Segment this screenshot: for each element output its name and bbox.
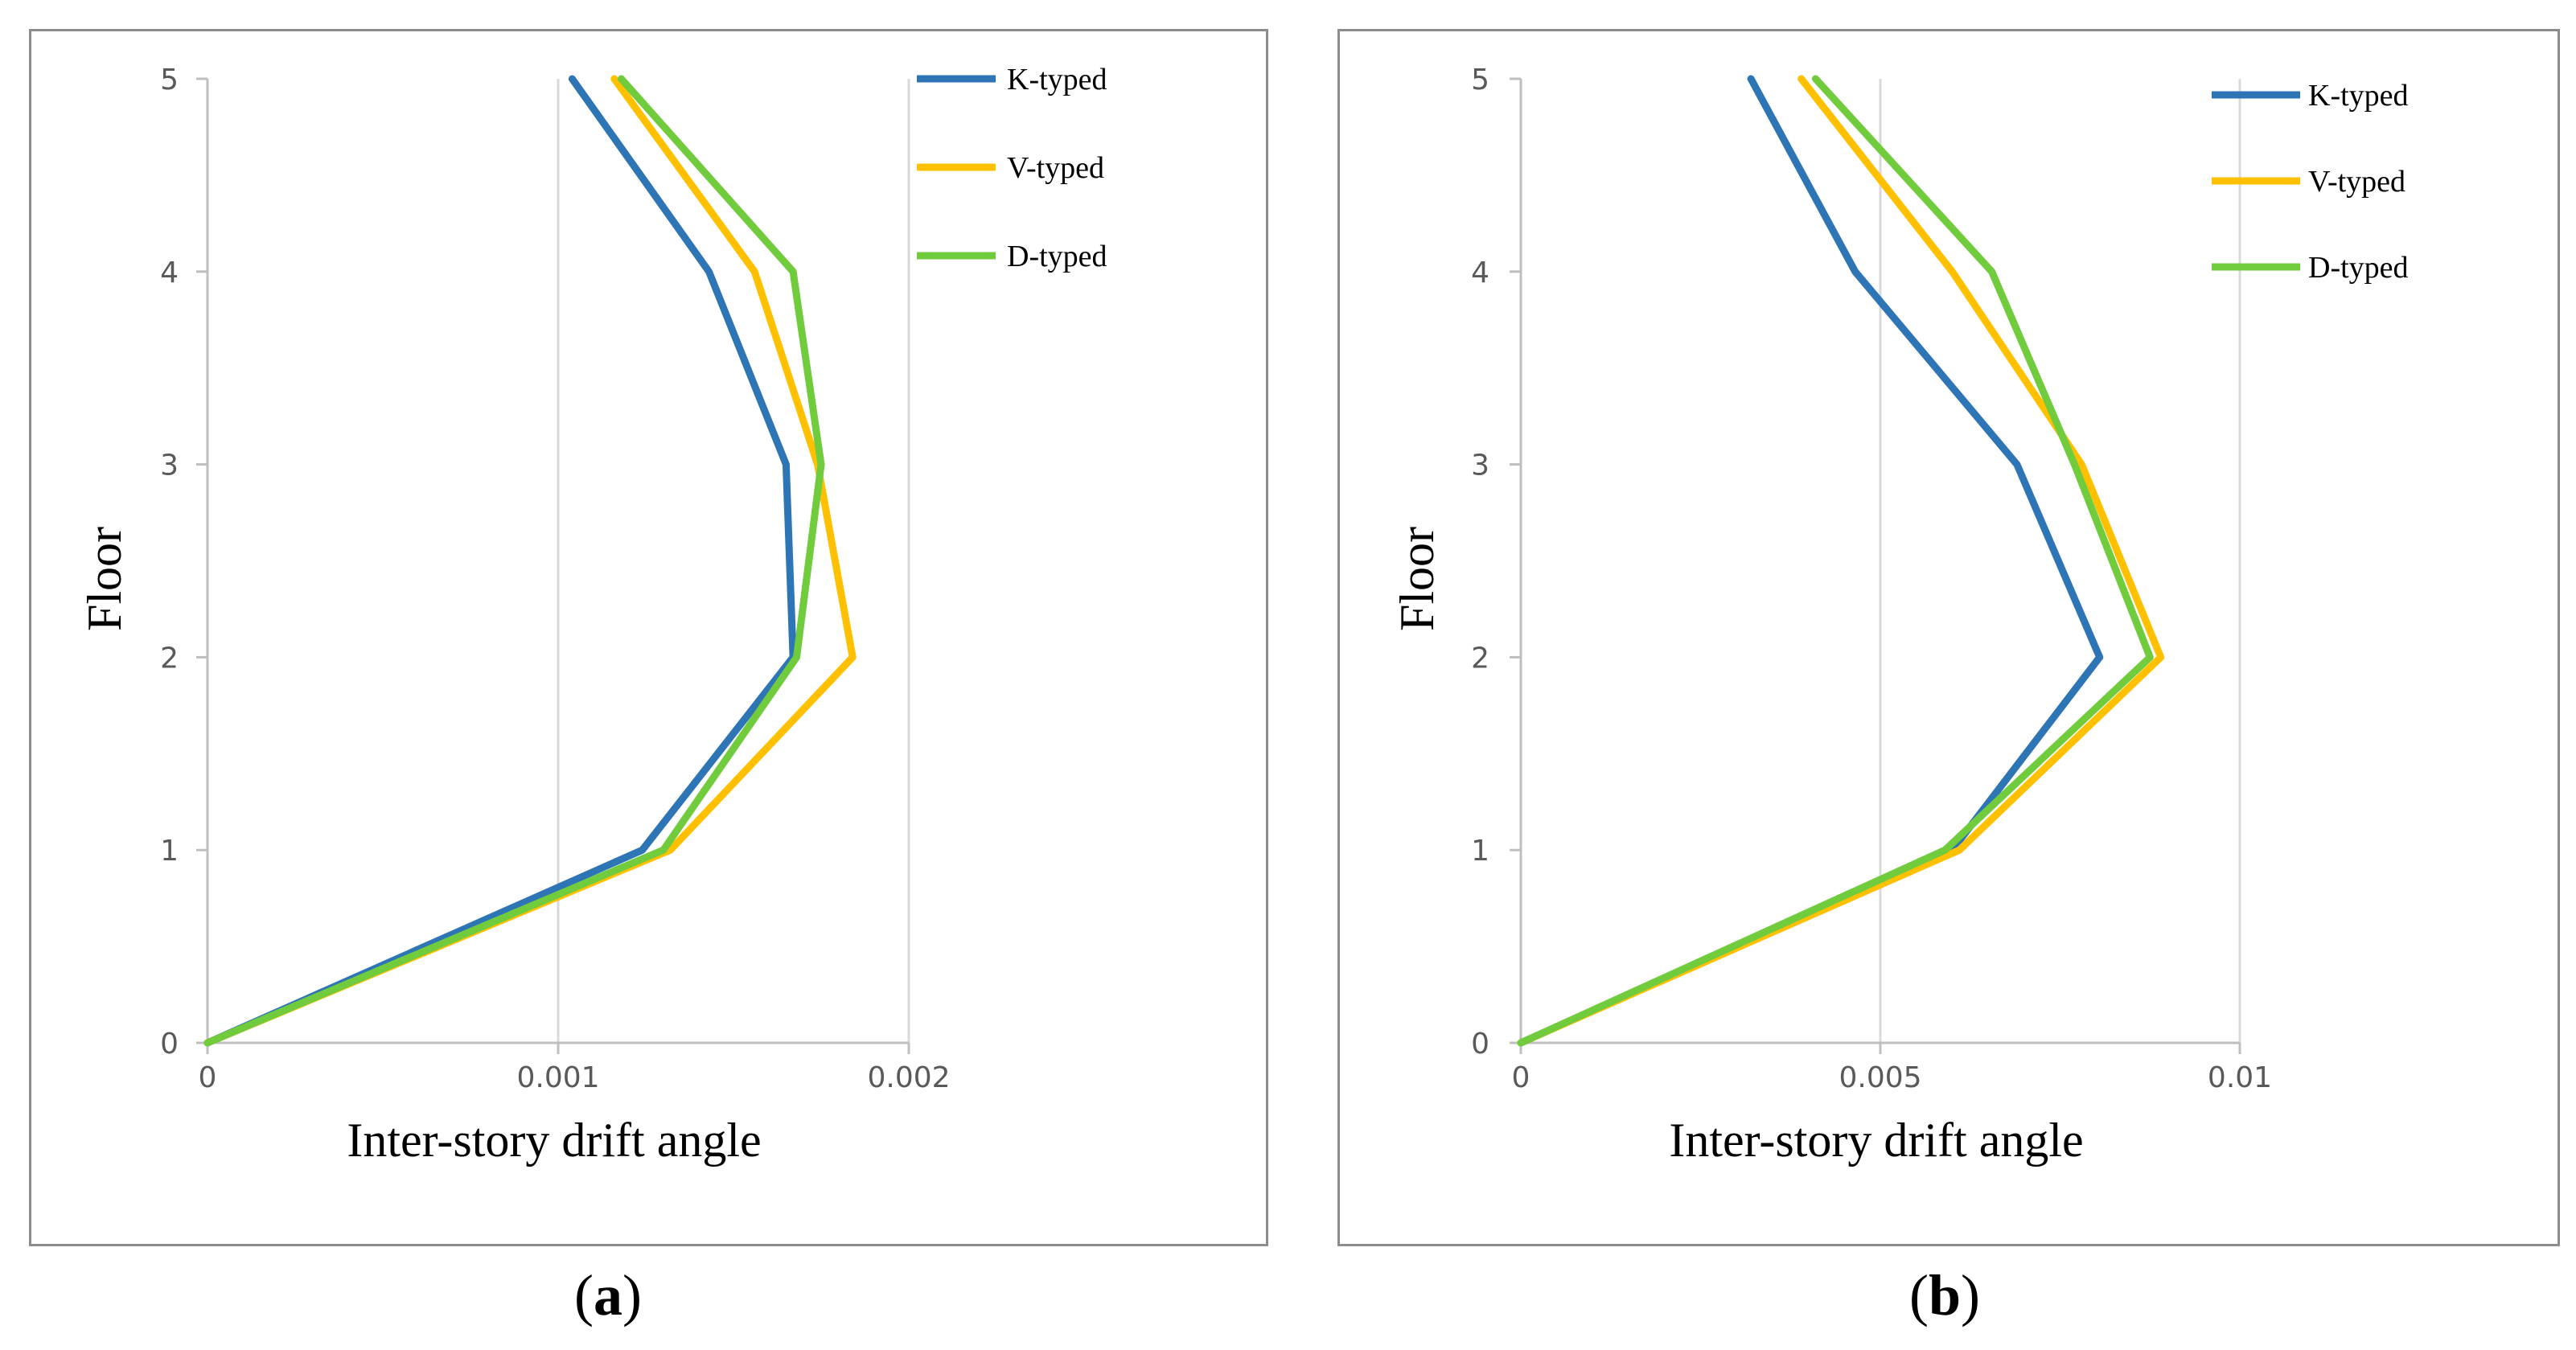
x-axis-title-a: Inter-story drift angle xyxy=(347,1114,761,1167)
y-axis-title-b: Floor xyxy=(1391,527,1444,631)
legend-label-b-v-typed: V-typed xyxy=(2308,165,2405,199)
series-line-b-k-typed xyxy=(1517,75,2104,1047)
caption-a-close: ) xyxy=(622,1263,642,1327)
y-tick-label-b-5: 5 xyxy=(1471,64,1489,96)
series-line-a-d-typed xyxy=(203,75,825,1047)
x-tick-label-a-0: 0 xyxy=(199,1061,217,1094)
y-tick-label-a-0: 0 xyxy=(160,1028,179,1061)
y-axis-title-a: Floor xyxy=(78,527,131,631)
caption-a-letter: a xyxy=(594,1263,622,1327)
x-tick-label-b-0: 0 xyxy=(1512,1061,1530,1094)
legend-label-a-v-typed: V-typed xyxy=(1007,151,1104,185)
x-tick-label-b-1: 0.005 xyxy=(1839,1061,1921,1094)
legend-label-b-k-typed: K-typed xyxy=(2308,79,2409,113)
x-tick-label-a-2: 0.002 xyxy=(867,1061,950,1094)
legend-label-b-d-typed: D-typed xyxy=(2308,251,2409,285)
legend-label-a-d-typed: D-typed xyxy=(1007,240,1107,273)
series-line-a-k-typed xyxy=(203,75,797,1047)
y-tick-label-a-4: 4 xyxy=(160,256,179,289)
legend-label-a-k-typed: K-typed xyxy=(1007,63,1107,96)
panel-b-caption: (b) xyxy=(1864,1262,2025,1329)
y-tick-label-b-4: 4 xyxy=(1471,256,1489,289)
caption-b-letter: b xyxy=(1928,1263,1962,1327)
x-tick-label-b-2: 0.01 xyxy=(2208,1061,2272,1094)
y-tick-label-a-1: 1 xyxy=(160,835,179,868)
y-tick-label-a-5: 5 xyxy=(160,64,179,96)
y-tick-label-b-0: 0 xyxy=(1471,1028,1489,1061)
y-tick-label-a-2: 2 xyxy=(160,642,179,675)
series-line-b-v-typed xyxy=(1517,75,2165,1047)
caption-b-close: ) xyxy=(1961,1263,1980,1327)
series-line-b-d-typed xyxy=(1517,75,2154,1047)
x-axis-title-b: Inter-story drift angle xyxy=(1669,1114,2083,1167)
panel-a-caption: (a) xyxy=(528,1262,688,1329)
y-tick-label-b-1: 1 xyxy=(1471,835,1489,868)
caption-b-open: ( xyxy=(1908,1263,1929,1327)
caption-a-open: ( xyxy=(574,1263,594,1327)
y-tick-label-b-3: 3 xyxy=(1471,449,1489,482)
y-tick-label-a-3: 3 xyxy=(160,449,179,482)
y-tick-label-b-2: 2 xyxy=(1471,642,1489,675)
x-tick-label-a-1: 0.001 xyxy=(516,1061,599,1094)
